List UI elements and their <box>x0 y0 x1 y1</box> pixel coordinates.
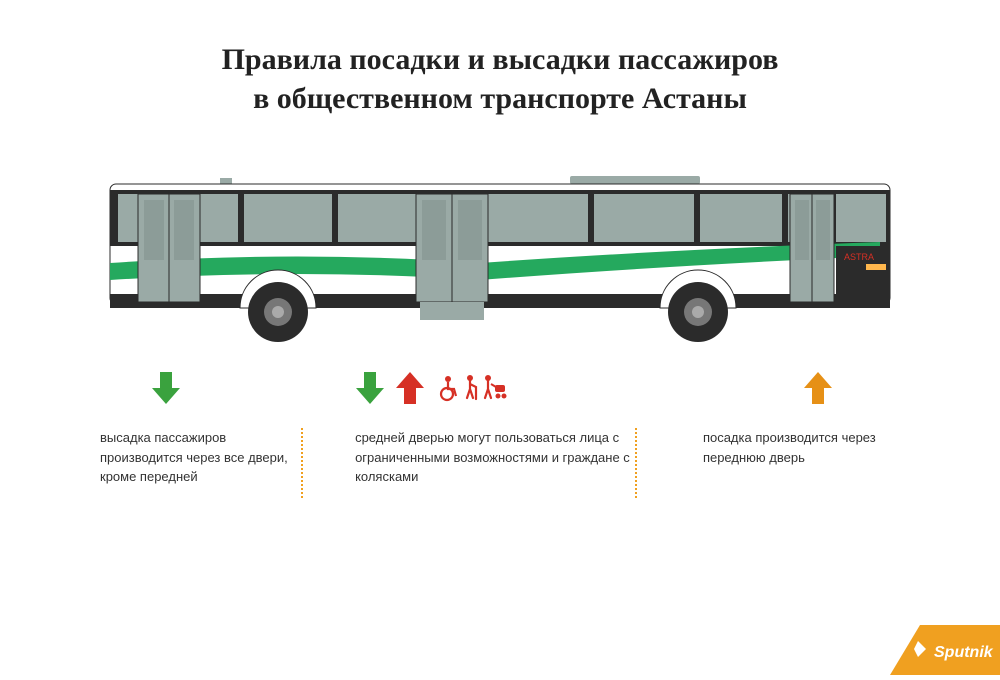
special-needs-icons <box>438 374 508 402</box>
elderly-icon <box>462 374 480 402</box>
title-line-2: в общественном транспорте Астаны <box>253 82 747 115</box>
entry-arrow-special <box>392 368 428 408</box>
arrows-row <box>80 368 920 408</box>
logo-text: Sputnik <box>934 644 994 661</box>
exit-arrow-rear <box>148 368 184 408</box>
divider-1 <box>301 428 303 498</box>
sputnik-logo: Sputnik <box>890 625 1000 680</box>
bus-illustration: ASTRA <box>80 168 920 348</box>
stroller-icon <box>482 374 508 402</box>
divider-2 <box>635 428 637 498</box>
bus-brand: ASTRA <box>844 252 874 262</box>
wheelchair-icon <box>438 374 460 402</box>
entry-arrow-front <box>800 368 836 408</box>
captions-row: высадка пассажиров производится через вс… <box>80 428 920 498</box>
caption-front-entry: посадка производится через переднюю двер… <box>703 428 900 498</box>
title-line-1: Правила посадки и высадки пассажиров <box>222 43 779 76</box>
exit-arrow-middle <box>352 368 388 408</box>
caption-rear-exit: высадка пассажиров производится через вс… <box>100 428 297 498</box>
caption-middle-door: средней дверью могут пользоваться лица с… <box>355 428 631 498</box>
page-title: Правила посадки и высадки пассажиров в о… <box>80 40 920 118</box>
